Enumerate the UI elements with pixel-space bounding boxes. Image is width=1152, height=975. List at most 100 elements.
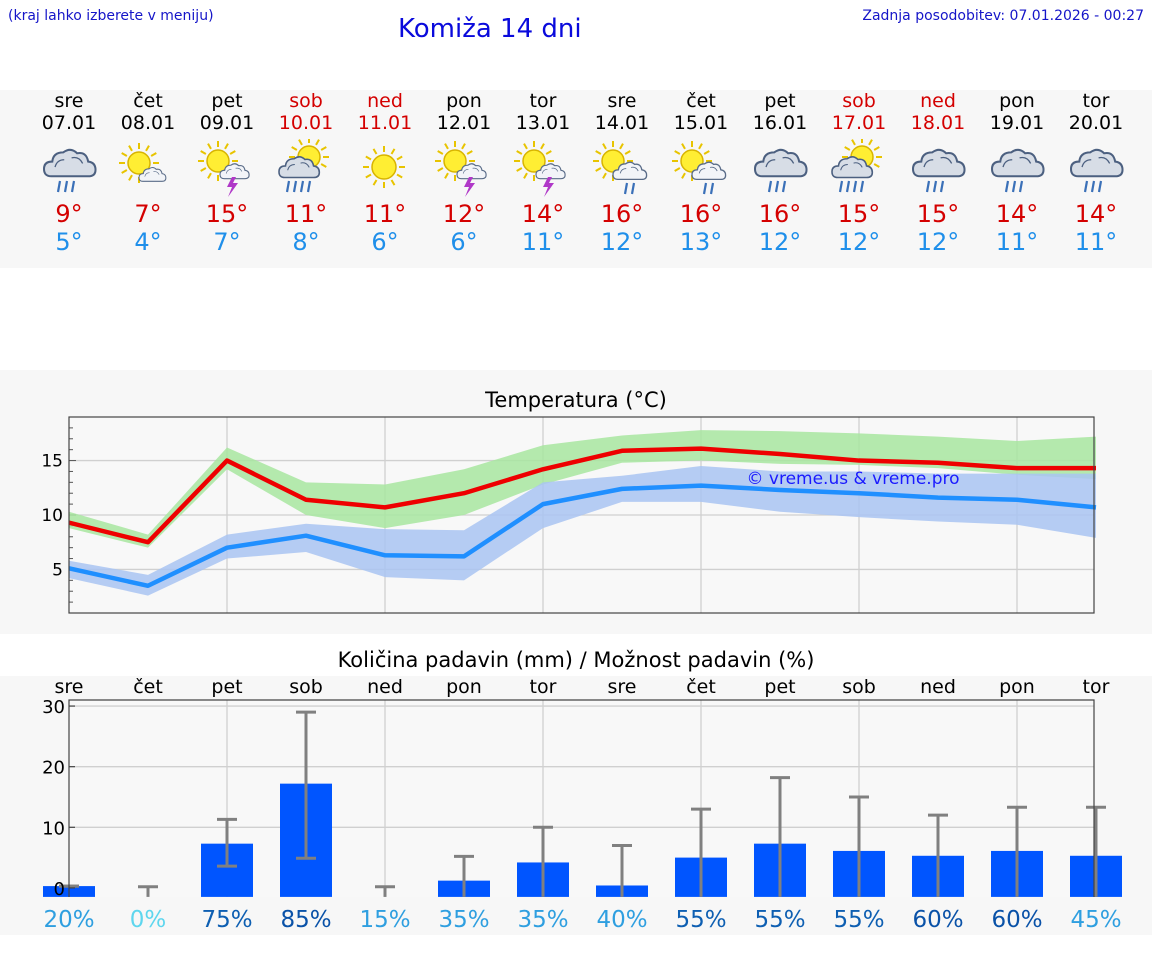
day-label: tor <box>530 676 557 698</box>
precip-probability: 55% <box>675 907 726 933</box>
precip-probability: 35% <box>438 907 489 933</box>
temp-max: 16° <box>758 200 802 228</box>
precip-probability: 60% <box>991 907 1042 933</box>
precipitation-chart-title: Količina padavin (mm) / Možnost padavin … <box>337 648 815 672</box>
day-label: pet <box>211 676 242 698</box>
temp-max: 7° <box>134 200 162 228</box>
temp-max: 16° <box>600 200 644 228</box>
temp-min: 7° <box>213 228 241 256</box>
cloud-rain-icon <box>30 138 108 200</box>
day-date: 17.01 <box>831 112 887 134</box>
precip-probability: 45% <box>1070 907 1121 933</box>
plot-frame <box>68 699 1095 897</box>
temp-max: 11° <box>284 200 328 228</box>
day-label: pon <box>999 676 1035 698</box>
sun-cloud-rain-icon <box>267 138 345 200</box>
temp-min: 11° <box>995 228 1039 256</box>
sun-icon <box>346 138 424 200</box>
y-tick-label: 10 <box>42 818 65 839</box>
y-tick-label: 5 <box>52 560 63 580</box>
day-date: 20.01 <box>1068 112 1124 134</box>
y-tick-label: 0 <box>54 879 65 900</box>
min-temp-range-band <box>69 466 1096 596</box>
precip-probability: 85% <box>280 907 331 933</box>
sun-cloud-rain-icon <box>820 138 898 200</box>
day-column: ned 11.01 11° 6° <box>346 90 424 256</box>
day-date: 18.01 <box>910 112 966 134</box>
precip-probability: 60% <box>912 907 963 933</box>
temp-max: 15° <box>916 200 960 228</box>
temp-max: 15° <box>837 200 881 228</box>
day-column: pet 09.01 15° 7° <box>188 90 266 256</box>
day-column: sob 17.01 15° 12° <box>820 90 898 256</box>
temp-max: 12° <box>442 200 486 228</box>
location-menu-hint: (kraj lahko izberete v meniju) <box>8 8 214 24</box>
temp-max: 15° <box>205 200 249 228</box>
temp-max: 9° <box>55 200 83 228</box>
max-temp-line <box>68 446 1096 545</box>
day-name: sre <box>607 90 637 112</box>
day-name: čet <box>686 90 716 112</box>
day-label: ned <box>367 676 403 698</box>
day-name: sob <box>289 90 323 112</box>
day-date: 07.01 <box>41 112 97 134</box>
min-temp-line <box>68 483 1097 589</box>
day-name: pet <box>211 90 243 112</box>
precip-probability: 75% <box>201 907 252 933</box>
temp-max: 14° <box>995 200 1039 228</box>
day-name: čet <box>133 90 163 112</box>
precipitation-chart: sre čet pet sob ned pon tor sre čet pet sob ned pon t… <box>42 676 1122 933</box>
day-date: 16.01 <box>752 112 808 134</box>
y-tick-label: 10 <box>41 506 63 526</box>
day-name: pon <box>446 90 482 112</box>
sun-storm-icon <box>504 138 582 200</box>
day-date: 14.01 <box>594 112 650 134</box>
daily-forecast-strip: sre 07.01 9° 5° čet 08.01 7° 4° pet 09.0… <box>0 90 1152 268</box>
cloud-rain-icon <box>741 138 819 200</box>
day-column: tor 20.01 14° 11° <box>1057 90 1135 256</box>
day-column: ned 18.01 15° 12° <box>899 90 977 256</box>
day-date: 08.01 <box>120 112 176 134</box>
temp-min: 12° <box>916 228 960 256</box>
precip-probability: 20% <box>43 907 94 933</box>
day-column: tor 13.01 14° 11° <box>504 90 582 256</box>
temp-max: 14° <box>521 200 565 228</box>
temp-min: 13° <box>679 228 723 256</box>
day-name: ned <box>367 90 403 112</box>
cloud-rain-icon <box>1057 138 1135 200</box>
temp-min: 12° <box>758 228 802 256</box>
temp-min: 5° <box>55 228 83 256</box>
cloud-rain-icon <box>978 138 1056 200</box>
day-column: čet 08.01 7° 4° <box>109 90 187 256</box>
day-name: sob <box>842 90 876 112</box>
temperature-chart: 5 10 15 © vreme.us & vreme.pro <box>41 416 1097 614</box>
day-name: pet <box>764 90 796 112</box>
temp-min: 11° <box>521 228 565 256</box>
day-column: pet 16.01 16° 12° <box>741 90 819 256</box>
day-date: 19.01 <box>989 112 1045 134</box>
day-name: tor <box>1082 90 1110 112</box>
precip-probability: 35% <box>517 907 568 933</box>
day-label: čet <box>686 676 716 698</box>
sun-storm-icon <box>188 138 266 200</box>
plot-frame <box>68 416 1095 614</box>
day-column: sre 14.01 16° 12° <box>583 90 661 256</box>
day-name: tor <box>529 90 557 112</box>
precip-probability: 55% <box>833 907 884 933</box>
day-name: pon <box>999 90 1035 112</box>
day-date: 12.01 <box>436 112 492 134</box>
precip-probability: 55% <box>754 907 805 933</box>
sun-cloud-shower-icon <box>583 138 661 200</box>
sun-cloud-icon <box>109 138 187 200</box>
day-label: sob <box>842 676 876 698</box>
y-tick-label: 20 <box>42 758 65 779</box>
day-label: ned <box>920 676 956 698</box>
day-name: sre <box>54 90 84 112</box>
sun-cloud-shower-icon <box>662 138 740 200</box>
precip-probability: 0% <box>130 907 167 933</box>
day-date: 15.01 <box>673 112 729 134</box>
day-label: sob <box>289 676 323 698</box>
day-label: čet <box>133 676 163 698</box>
day-name: ned <box>920 90 956 112</box>
page-title: Komiža 14 dni <box>398 14 582 44</box>
